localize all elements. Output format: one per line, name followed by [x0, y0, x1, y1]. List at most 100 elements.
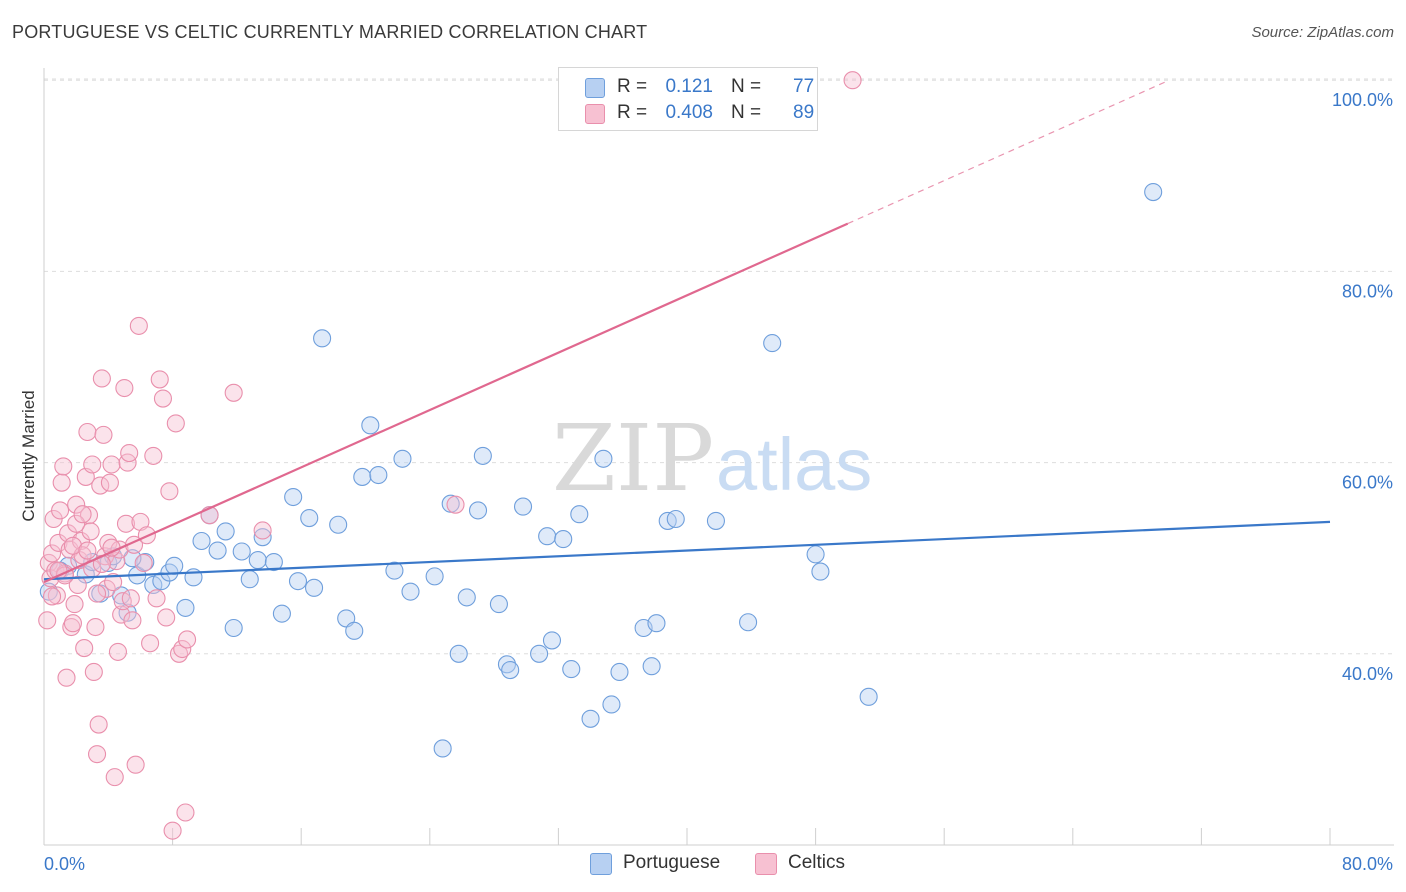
celtics-point — [160, 482, 179, 501]
portuguese-point — [811, 562, 830, 581]
legend: R = 0.121 N = 77 R = 0.408 N = 89 — [558, 67, 818, 131]
portuguese-point — [288, 572, 308, 591]
celtics-point — [153, 389, 173, 408]
portuguese-point — [562, 660, 581, 679]
celtics-point — [178, 630, 197, 649]
watermark-atlas: atlas — [716, 423, 872, 506]
portuguese-point — [594, 449, 613, 468]
portuguese-point — [530, 644, 549, 663]
portuguese-point — [208, 541, 227, 560]
celtics-point — [843, 71, 862, 90]
celtics-point — [68, 575, 87, 595]
bottom-legend-label-celtics: Celtics — [788, 852, 846, 873]
portuguese-point — [284, 487, 303, 507]
celtics-point — [87, 745, 107, 764]
portuguese-point — [240, 570, 259, 589]
portuguese-point — [165, 556, 184, 575]
celtics-point — [121, 589, 140, 608]
portuguese-point — [248, 551, 267, 570]
gridlines — [44, 78, 1394, 655]
celtics-point — [112, 605, 131, 624]
portuguese-point — [647, 614, 666, 633]
celtics-point — [102, 455, 121, 474]
celtics-point — [42, 544, 62, 563]
celtics-point — [446, 495, 465, 514]
portuguese-point — [473, 446, 492, 465]
watermark: ZIP atlas — [552, 405, 872, 512]
y-tick-label: 80.0% — [1342, 281, 1393, 301]
portuguese-point — [542, 631, 562, 650]
celtics-point — [54, 457, 73, 476]
y-tick-label: 60.0% — [1342, 473, 1393, 493]
celtics-point — [253, 521, 272, 540]
celtics-point — [65, 595, 84, 614]
portuguese-point — [642, 657, 661, 676]
celtics-point — [38, 611, 57, 630]
celtics-point — [157, 608, 176, 627]
celtics-point — [163, 821, 182, 840]
legend-swatch-portuguese — [585, 78, 605, 98]
portuguese-point — [401, 582, 420, 601]
celtics-point — [100, 473, 119, 492]
legend-r-value: 0.408 — [665, 102, 713, 123]
celtics-point — [176, 803, 195, 822]
portuguese-point — [385, 561, 404, 580]
trend-lines — [43, 79, 1331, 584]
y-tick-labels: 40.0% 60.0% 80.0% 100.0% — [1332, 90, 1393, 684]
celtics-point — [107, 552, 126, 571]
x-tick-labels: 0.0% 80.0% — [44, 854, 1393, 874]
celtics-point — [89, 715, 108, 734]
celtics-point — [86, 617, 105, 637]
portuguese-point — [253, 528, 272, 547]
celtics-point — [144, 446, 163, 465]
legend-n-value: 77 — [793, 76, 815, 97]
portuguese-point — [554, 530, 573, 549]
y-tick-label: 40.0% — [1342, 664, 1393, 684]
celtics-point — [116, 514, 136, 533]
celtics-point — [49, 533, 68, 552]
celtics-point — [57, 668, 76, 687]
portuguese-point — [329, 515, 348, 534]
legend-n-value: 89 — [793, 102, 815, 123]
celtics-point — [78, 422, 97, 442]
celtics-point — [63, 536, 82, 555]
portuguese-point — [176, 598, 195, 617]
legend-r-label: R = — [617, 102, 648, 123]
celtics-point — [42, 587, 62, 606]
legend-r-value: 0.121 — [665, 76, 713, 97]
celtics-point — [75, 639, 94, 658]
celtics-point — [94, 425, 113, 444]
celtics-point — [83, 455, 102, 474]
axes — [43, 68, 1394, 846]
legend-n-label: N = — [731, 76, 762, 97]
portuguese-point — [369, 465, 388, 485]
portuguese-point — [706, 511, 725, 530]
portuguese-trend-line — [43, 520, 1331, 581]
portuguese-point — [610, 662, 629, 682]
portuguese-point — [457, 588, 476, 607]
portuguese-point — [666, 509, 685, 529]
portuguese-point — [806, 545, 825, 564]
legend-n-label: N = — [731, 102, 762, 123]
portuguese-point — [353, 467, 372, 486]
celtics-point — [97, 579, 116, 598]
celtics-point — [84, 662, 103, 682]
x-tick-label: 80.0% — [1342, 854, 1393, 874]
celtics-point — [126, 755, 145, 774]
celtics-point — [99, 533, 118, 552]
portuguese-point — [224, 618, 243, 638]
portuguese-point — [313, 329, 332, 348]
portuguese-point — [425, 567, 444, 586]
x-tick-label: 0.0% — [44, 854, 85, 874]
bottom-legend-label-portuguese: Portuguese — [623, 852, 721, 873]
portuguese-point — [192, 531, 211, 551]
portuguese-point — [501, 661, 520, 680]
portuguese-point — [513, 497, 533, 516]
portuguese-point — [449, 644, 468, 663]
portuguese-point — [570, 505, 589, 524]
legend-r-label: R = — [617, 76, 648, 97]
celtics-point — [67, 495, 86, 514]
celtics-points — [38, 71, 862, 840]
portuguese-point — [272, 604, 291, 623]
celtics-trend-line — [43, 222, 849, 584]
